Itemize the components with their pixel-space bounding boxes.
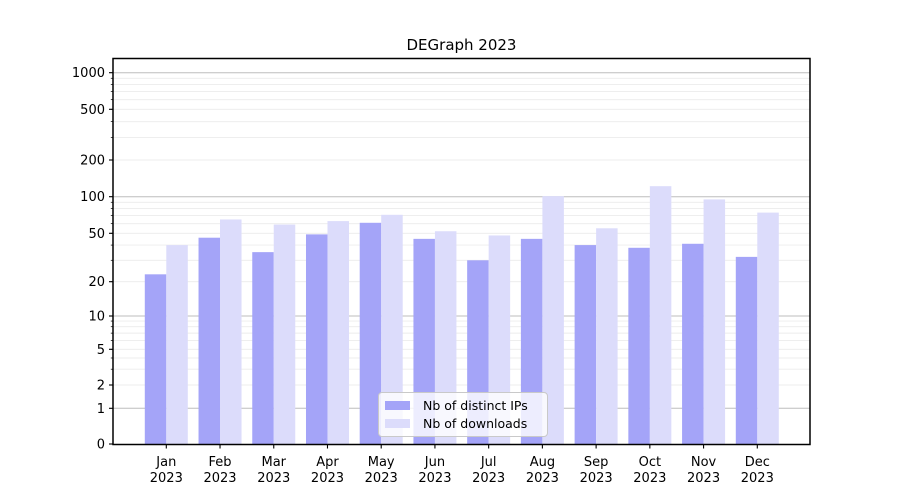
legend-item: Nb of downloads [385,415,541,433]
bar-nov [703,199,726,445]
y-tick-label: 1 [97,402,105,417]
y-tick-label: 200 [80,154,105,169]
x-tick-label-year: 2023 [687,471,720,486]
x-tick-label-month: Oct [639,455,661,470]
bar-may [381,214,403,445]
y-tick-label: 1000 [72,66,105,81]
x-axis-ticks [165,444,758,449]
bar-oct [649,186,672,445]
bar-sep [574,245,597,445]
y-tick-label: 20 [88,275,105,290]
bar-nov [682,243,704,445]
bar-jan [144,274,167,445]
x-tick-label-month: Apr [316,455,339,470]
bar-jan [166,245,188,445]
legend-item: Nb of distinct IPs [385,396,541,414]
legend: Nb of distinct IPs Nb of downloads [378,392,548,437]
bar-feb [220,219,242,445]
bar-mar [273,224,296,445]
bar-dec [757,212,779,445]
x-tick-label-month: Sep [584,455,609,470]
legend-swatch-downloads [385,419,410,429]
x-tick-label-year: 2023 [365,471,398,486]
bar-apr [305,234,328,445]
bar-oct [628,247,650,445]
x-tick-label-month: Jan [155,455,176,470]
y-tick-label: 2 [97,379,105,394]
x-tick-label-year: 2023 [472,471,505,486]
chart-title: DEGraph 2023 [406,36,517,54]
bar-aug [542,196,564,445]
bars-downloads [166,186,779,445]
x-tick-label-year: 2023 [741,471,774,486]
x-tick-label-year: 2023 [526,471,559,486]
y-tick-labels: 0 1 2 5 10 20 50 100 200 500 1000 [72,66,105,452]
x-tick-label-month: Mar [261,455,286,470]
x-tick-label-year: 2023 [150,471,183,486]
y-tick-label: 0 [97,438,105,453]
bar-dec [735,256,758,445]
x-tick-label-year: 2023 [418,471,451,486]
x-tick-label-month: Feb [209,455,232,470]
x-tick-label-year: 2023 [580,471,613,486]
x-tick-label-month: Jul [480,455,497,470]
x-tick-label-year: 2023 [633,471,666,486]
x-tick-label-year: 2023 [311,471,344,486]
legend-label-downloads: Nb of downloads [423,416,528,432]
y-tick-label: 100 [80,190,105,205]
bar-may [359,222,382,445]
y-tick-label: 500 [80,103,105,118]
legend-label-distinct-ips: Nb of distinct IPs [423,397,528,413]
x-tick-labels: Jan2023Feb2023Mar2023Apr2023May2023Jun20… [150,455,774,486]
x-tick-label-year: 2023 [203,471,236,486]
bar-feb [198,237,221,445]
bar-apr [327,221,349,445]
y-tick-label: 5 [97,343,105,358]
bar-sep [596,228,618,445]
x-tick-label-year: 2023 [257,471,290,486]
x-tick-label-month: Aug [530,455,555,470]
y-tick-label: 10 [88,310,105,325]
x-tick-label-month: Dec [745,455,770,470]
x-tick-label-month: May [368,455,395,470]
bar-jun [434,231,457,445]
y-axis-ticks [109,72,113,445]
y-tick-label: 50 [88,227,105,242]
legend-swatch-distinct-ips [385,400,410,410]
x-tick-label-month: Nov [691,455,717,470]
bar-mar [252,252,274,445]
plot-frame [112,57,811,446]
x-tick-label-month: Jun [424,455,445,470]
